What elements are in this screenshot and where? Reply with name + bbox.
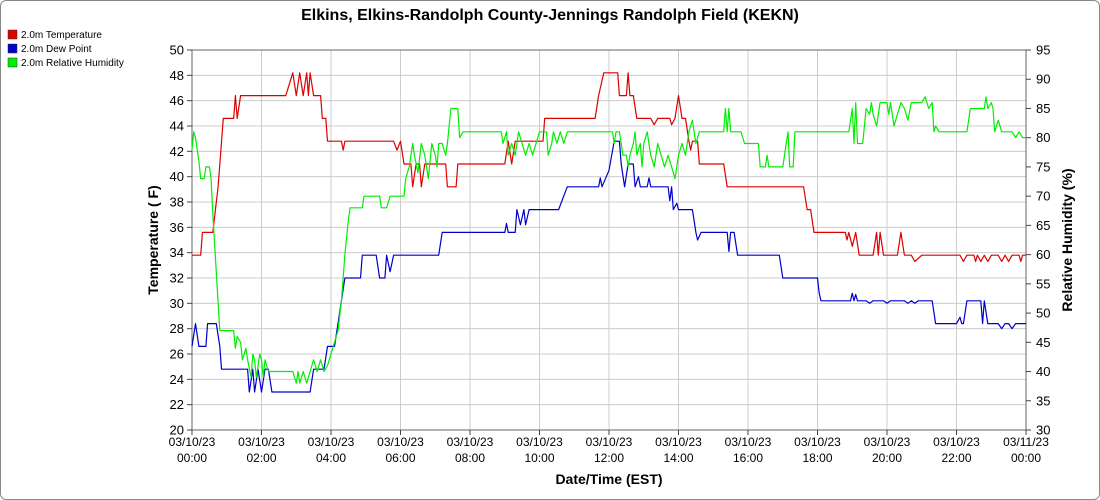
grid-lines (191, 49, 1027, 431)
x-tick-time-label: 14:00 (663, 451, 693, 465)
y-tick-label: 38 (170, 195, 184, 210)
y-tick-label: 48 (170, 68, 184, 83)
y-tick-label: 50 (170, 43, 184, 58)
x-tick-date-label: 03/10/23 (516, 435, 563, 449)
y-tick-label: 20 (170, 423, 184, 438)
y-tick-label: 30 (170, 296, 184, 311)
y-tick-label: 40 (170, 169, 184, 184)
y2-tick-label: 60 (1036, 247, 1050, 262)
x-tick-time-label: 00:00 (177, 451, 207, 465)
y-tick-label: 44 (170, 119, 184, 134)
x-axis-ticks: 03/10/23 00:00 03/10/23 02:00 03/10/23 04:00 0… (169, 430, 1049, 465)
x-tick-date-label: 03/10/23 (238, 435, 285, 449)
y-tick-label: 46 (170, 93, 184, 108)
series-line-2-0m-relative-humidity (191, 96, 1026, 384)
y-tick-label: 42 (170, 144, 184, 159)
legend-swatch (7, 29, 18, 40)
y2-tick-label: 55 (1036, 276, 1050, 291)
x-tick-time-label: 10:00 (524, 451, 554, 465)
series-line-2-0m-dew-point (191, 140, 1026, 393)
y2-tick-label: 80 (1036, 130, 1050, 145)
x-tick-time-label: 12:00 (594, 451, 624, 465)
right-y-axis-ticks: 30 35 40 45 50 55 60 65 70 75 80 85 90 95 (1026, 43, 1050, 438)
y-tick-label: 22 (170, 397, 184, 412)
x-axis-label: Date/Time (EST) (555, 471, 662, 487)
x-tick-time-label: 16:00 (733, 451, 763, 465)
chart-title: Elkins, Elkins-Randolph County-Jennings … (301, 7, 799, 24)
x-tick-time-label: 08:00 (455, 451, 485, 465)
x-tick-date-label: 03/10/23 (933, 435, 980, 449)
legend-label: 2.0m Temperature (21, 30, 102, 41)
legend-label: 2.0m Relative Humidity (21, 58, 124, 69)
series-layer (191, 72, 1026, 393)
y2-tick-label: 40 (1036, 364, 1050, 379)
y-tick-label: 24 (170, 372, 184, 387)
y2-tick-label: 50 (1036, 306, 1050, 321)
x-tick-date-label: 03/10/23 (655, 435, 702, 449)
y-tick-label: 34 (170, 245, 184, 260)
x-tick-time-label: 20:00 (872, 451, 902, 465)
legend: 2.0m Temperature 2.0m Dew Point 2.0m Relat… (7, 29, 124, 69)
legend-swatch (7, 43, 18, 54)
x-tick-time-label: 04:00 (316, 451, 346, 465)
x-tick-date-label: 03/11/23 (1003, 435, 1049, 449)
legend-label: 2.0m Dew Point (21, 44, 92, 55)
y2-tick-label: 45 (1036, 335, 1050, 350)
y2-tick-label: 95 (1036, 43, 1050, 58)
y2-tick-label: 30 (1036, 423, 1050, 438)
y2-tick-label: 65 (1036, 218, 1050, 233)
x-tick-time-label: 06:00 (385, 451, 415, 465)
y-axis-label: Temperature ( F) (145, 185, 161, 294)
y2-axis-label: Relative Humidity (%) (1059, 168, 1075, 311)
x-tick-date-label: 03/10/23 (447, 435, 494, 449)
x-tick-date-label: 03/10/23 (864, 435, 911, 449)
left-y-axis-ticks: 20 22 24 26 28 30 32 34 36 38 40 42 44 46 48 50 (170, 43, 192, 438)
x-tick-date-label: 03/10/23 (169, 435, 216, 449)
y2-tick-label: 35 (1036, 393, 1050, 408)
x-tick-date-label: 03/10/23 (308, 435, 355, 449)
y2-tick-label: 90 (1036, 72, 1050, 87)
y-tick-label: 32 (170, 271, 184, 286)
legend-swatch (7, 57, 18, 68)
y-tick-label: 36 (170, 220, 184, 235)
series-line-2-0m-temperature (192, 72, 1026, 263)
y-tick-label: 26 (170, 347, 184, 362)
x-tick-time-label: 00:00 (1011, 451, 1041, 465)
x-tick-time-label: 18:00 (802, 451, 832, 465)
y-tick-label: 28 (170, 321, 184, 336)
x-tick-time-label: 02:00 (246, 451, 276, 465)
y2-tick-label: 85 (1036, 101, 1050, 116)
y2-tick-label: 70 (1036, 189, 1050, 204)
x-tick-time-label: 22:00 (941, 451, 971, 465)
x-tick-date-label: 03/10/23 (725, 435, 772, 449)
x-tick-date-label: 03/10/23 (794, 435, 841, 449)
x-tick-date-label: 03/10/23 (586, 435, 633, 449)
x-tick-date-label: 03/10/23 (377, 435, 424, 449)
y2-tick-label: 75 (1036, 159, 1050, 174)
